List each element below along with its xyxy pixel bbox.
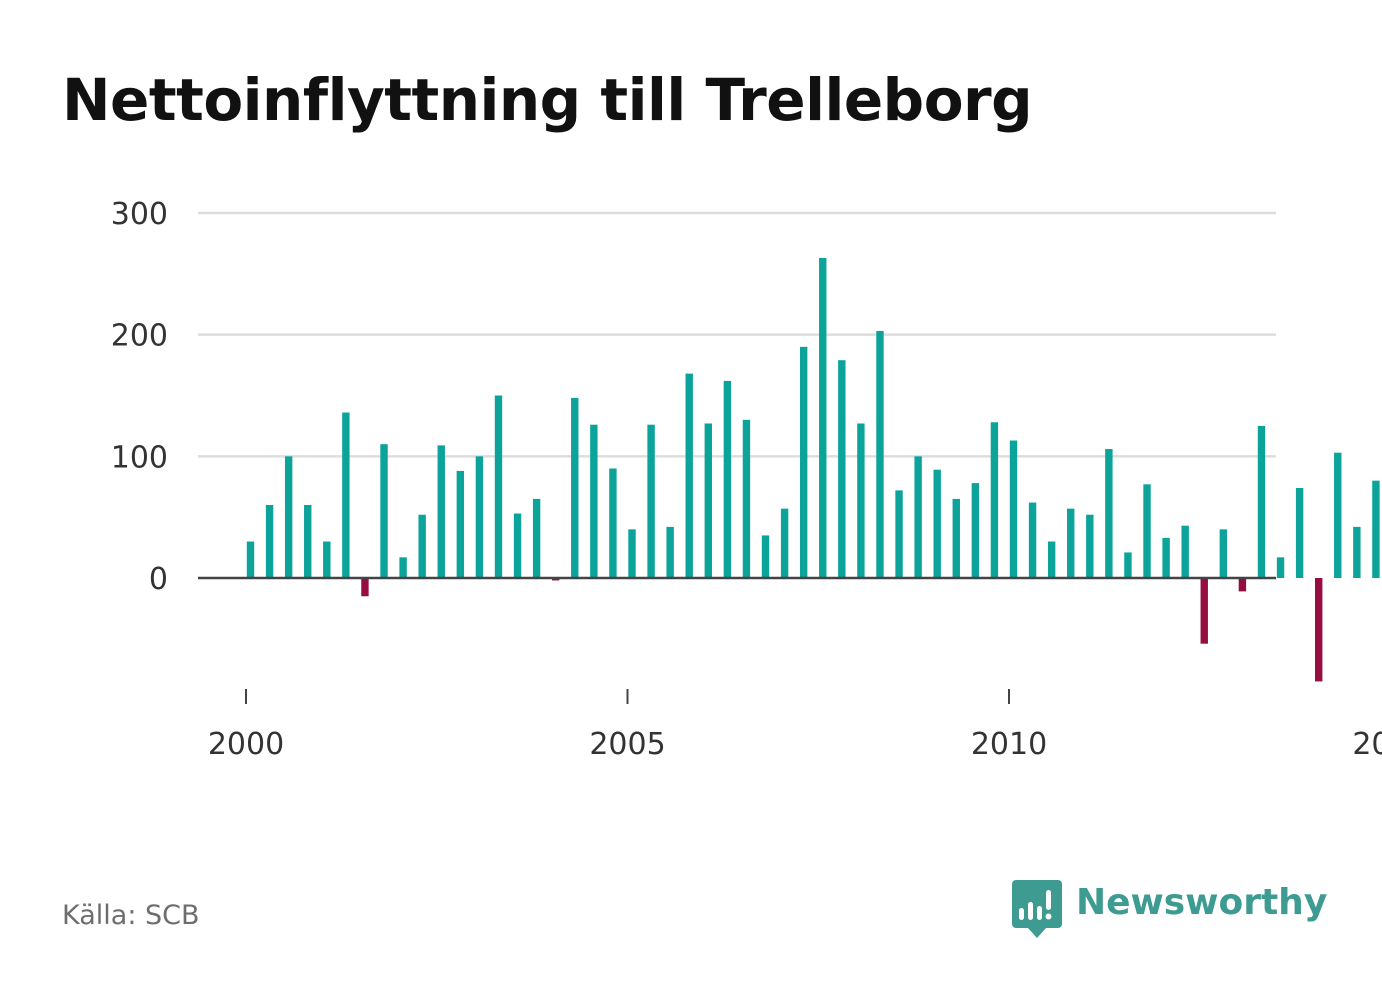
bar xyxy=(284,456,293,578)
bar xyxy=(323,541,331,578)
bar xyxy=(1276,557,1285,578)
bar xyxy=(819,258,827,578)
bar xyxy=(914,456,922,578)
bar xyxy=(494,395,503,578)
bar xyxy=(666,526,674,578)
bar xyxy=(857,423,865,578)
bar xyxy=(685,373,693,578)
bar xyxy=(1315,578,1323,682)
bar xyxy=(761,535,770,578)
bar xyxy=(1219,529,1228,578)
bar xyxy=(246,541,255,578)
bar xyxy=(895,490,903,578)
bar xyxy=(1124,552,1132,578)
x-tick-label: 2010 xyxy=(971,727,1047,762)
bar xyxy=(1143,484,1151,578)
bar xyxy=(647,424,655,578)
y-tick-label: 300 xyxy=(111,197,168,232)
bar xyxy=(1200,578,1208,644)
bar xyxy=(1257,425,1266,578)
bar-chart-speech-bubble-icon xyxy=(1012,880,1062,938)
bar xyxy=(1105,449,1113,578)
bar xyxy=(1047,541,1056,578)
source-label: Källa: SCB xyxy=(62,900,200,931)
bar xyxy=(1334,452,1342,578)
bar xyxy=(1238,578,1247,592)
bar xyxy=(571,397,579,578)
bar xyxy=(265,505,274,578)
bar xyxy=(933,469,941,578)
bar xyxy=(609,468,617,578)
bar xyxy=(838,360,846,578)
bar xyxy=(456,470,465,578)
bar xyxy=(418,514,426,578)
bar xyxy=(742,419,751,578)
bar xyxy=(723,380,732,578)
gridlines xyxy=(198,211,1276,458)
bar xyxy=(1028,502,1037,578)
bar xyxy=(380,444,388,578)
bar xyxy=(1353,526,1361,578)
bar xyxy=(1009,440,1018,578)
y-tick-label: 200 xyxy=(111,319,168,354)
bar xyxy=(1067,508,1075,578)
bar xyxy=(304,505,312,578)
bar xyxy=(513,513,522,578)
bar xyxy=(799,346,808,578)
bar xyxy=(342,412,350,578)
chart-title: Nettoinflyttning till Trelleborg xyxy=(62,66,1033,134)
bar xyxy=(590,424,598,578)
bar xyxy=(704,423,712,578)
bar xyxy=(952,498,960,578)
y-tick-label: 100 xyxy=(111,440,168,475)
y-tick-label: 0 xyxy=(149,562,168,597)
bar xyxy=(1086,514,1094,578)
bar xyxy=(628,529,636,578)
bar xyxy=(361,578,369,597)
bars xyxy=(246,258,1380,682)
bar xyxy=(780,508,789,578)
bar xyxy=(1162,537,1170,578)
brand-logo: Newsworthy xyxy=(1012,880,1327,940)
bar xyxy=(1295,487,1304,578)
brand-name: Newsworthy xyxy=(1076,882,1328,923)
bar xyxy=(1181,525,1189,578)
bar xyxy=(971,483,980,578)
bar-chart: 0100200300200020052010201520202025 xyxy=(111,197,1382,762)
bar xyxy=(399,557,407,578)
bar xyxy=(1372,480,1380,578)
bar xyxy=(990,422,999,578)
x-tick-label: 2015 xyxy=(1352,727,1382,762)
bar xyxy=(876,331,884,578)
x-tick-label: 2000 xyxy=(208,727,284,762)
x-tick-label: 2005 xyxy=(589,727,665,762)
bar xyxy=(532,498,541,578)
bar xyxy=(437,445,445,578)
bar xyxy=(475,456,484,578)
axes: 0100200300200020052010201520202025 xyxy=(111,197,1382,762)
